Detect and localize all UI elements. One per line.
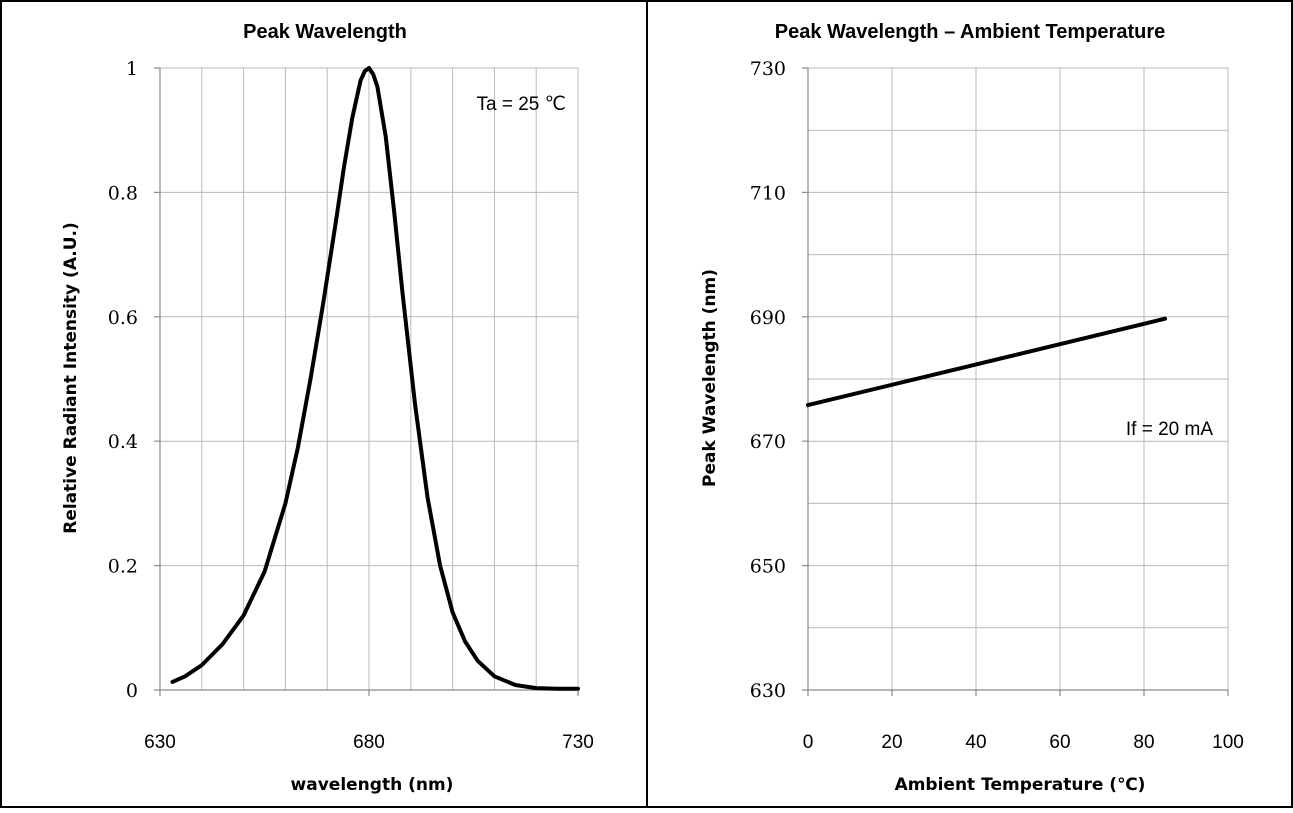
y-tick-label: 0.2 — [108, 556, 138, 578]
x-tick-label: 0 — [803, 732, 814, 753]
annotation-ta: Ta = 25 ℃ — [477, 94, 566, 115]
y-tick-label: 0.4 — [108, 431, 138, 453]
y-tick-label: 670 — [750, 431, 786, 453]
series-line — [170, 66, 580, 691]
axes — [154, 67, 579, 696]
x-axis-label: wavelength (nm) — [291, 775, 454, 795]
x-tick-label: 680 — [353, 732, 385, 753]
axes — [802, 67, 1229, 696]
y-tick-label: 650 — [750, 556, 786, 578]
series — [170, 66, 580, 691]
y-axis-label: Relative Radiant Intensity (A.U.) — [61, 222, 81, 534]
y-tick-label: 1 — [126, 58, 138, 80]
series-line — [806, 316, 1167, 408]
y-tick-label: 690 — [750, 307, 786, 329]
y-tick-label: 0.8 — [108, 182, 138, 204]
x-tick-label: 730 — [562, 732, 594, 753]
grid — [159, 67, 579, 691]
y-axis-label: Peak Wavelength (nm) — [700, 269, 720, 487]
y-tick-label: 730 — [750, 58, 786, 80]
x-axis-label: Ambient Temperature (℃) — [895, 775, 1146, 795]
x-tick-labels: 630 680 730 — [144, 732, 594, 753]
y-tick-labels: 630 650 670 690 710 730 — [750, 58, 786, 702]
y-tick-label: 630 — [750, 680, 786, 702]
x-tick-label: 630 — [144, 732, 176, 753]
x-tick-labels: 0 20 40 60 80 100 — [803, 732, 1244, 753]
y-tick-label: 0.6 — [108, 307, 138, 329]
chart-title: Peak Wavelength – Ambient Temperature — [775, 21, 1165, 43]
grid — [807, 67, 1229, 691]
y-tick-label: 0 — [126, 680, 138, 702]
x-tick-label: 40 — [965, 732, 986, 753]
x-tick-label: 60 — [1049, 732, 1070, 753]
annotation-if: If = 20 mA — [1126, 419, 1213, 440]
y-tick-labels: 0 0.2 0.4 0.6 0.8 1 — [108, 58, 138, 702]
chart-peak-wavelength-ambient-temperature: Peak Wavelength – Ambient Temperature 0 2… — [700, 21, 1244, 795]
x-tick-label: 20 — [881, 732, 902, 753]
x-tick-label: 100 — [1212, 732, 1244, 753]
series — [806, 316, 1167, 408]
x-tick-label: 80 — [1133, 732, 1154, 753]
chart-title: Peak Wavelength — [243, 21, 407, 43]
chart-peak-wavelength: Peak Wavelength 630 680 730 0 0.2 0.4 0.6 0.8 1… — [61, 21, 594, 795]
y-tick-label: 710 — [750, 182, 786, 204]
